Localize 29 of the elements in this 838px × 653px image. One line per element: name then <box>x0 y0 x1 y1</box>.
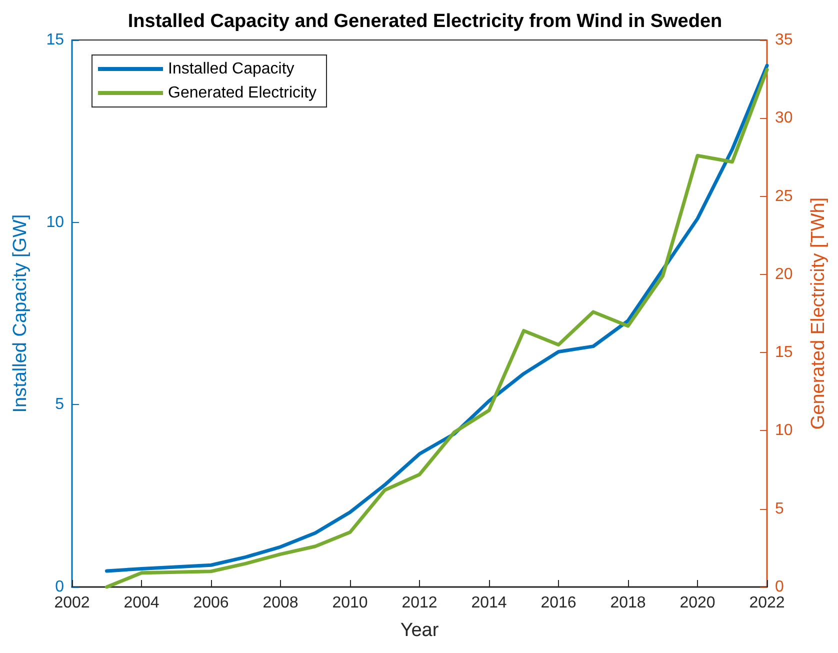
y2-tick-label: 5 <box>775 500 784 518</box>
y-tick-label: 15 <box>46 32 64 48</box>
y2-axis-title: Generated Electricity [TWh] <box>808 197 829 430</box>
x-tick-label: 2004 <box>124 594 160 612</box>
y2-tick-label: 35 <box>775 32 793 48</box>
x-tick-label: 2010 <box>332 594 368 612</box>
x-tick-label: 2014 <box>471 594 507 612</box>
x-tick-label: 2008 <box>262 594 298 612</box>
x-tick-label: 2016 <box>540 594 576 612</box>
y-tick-label: 10 <box>46 214 64 231</box>
y-tick-label: 0 <box>55 578 64 596</box>
legend-label: Generated Electricity <box>168 84 317 102</box>
x-tick-label: 2006 <box>193 594 229 612</box>
y2-tick-label: 30 <box>775 110 793 127</box>
y-tick-label: 5 <box>55 396 64 414</box>
y2-tick-label: 10 <box>775 422 793 440</box>
x-tick-label: 2002 <box>54 594 90 612</box>
y-axis-title: Installed Capacity [GW] <box>10 214 31 413</box>
x-axis-title: Year <box>400 620 440 641</box>
x-tick-label: 2022 <box>749 594 785 612</box>
legend-label: Installed Capacity <box>168 60 294 78</box>
chart-title: Installed Capacity and Generated Electricity from Wind in Sweden <box>128 11 722 32</box>
y2-tick-label: 0 <box>775 578 784 596</box>
y2-tick-label: 15 <box>775 344 793 362</box>
y2-tick-label: 20 <box>775 266 793 283</box>
y2-tick-label: 25 <box>775 188 793 205</box>
x-tick-label: 2012 <box>402 594 438 612</box>
x-tick-label: 2020 <box>680 594 716 612</box>
x-tick-label: 2018 <box>610 594 646 612</box>
